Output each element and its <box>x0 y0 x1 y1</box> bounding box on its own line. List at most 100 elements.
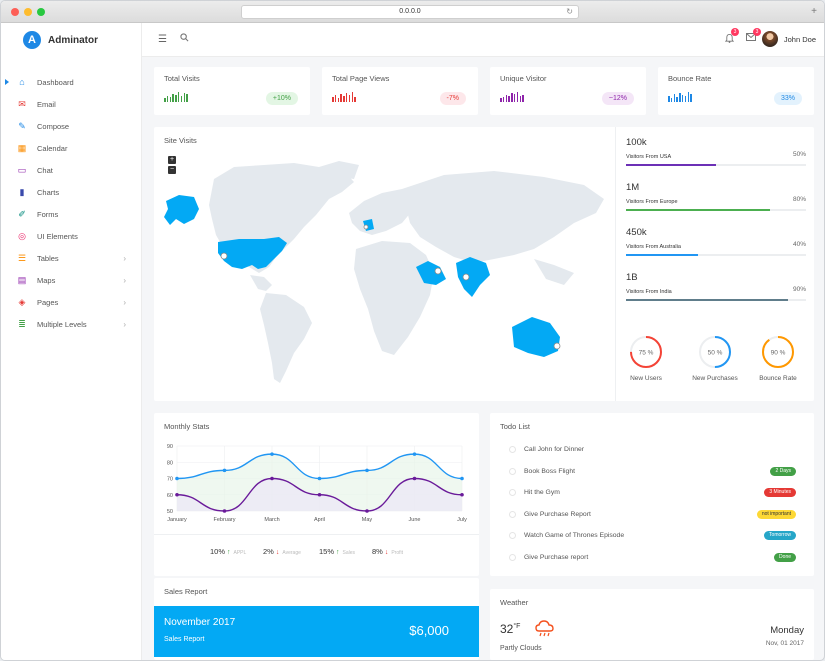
map-marker-australia[interactable] <box>553 342 561 350</box>
todo-checkbox[interactable] <box>509 446 516 453</box>
series-point[interactable] <box>317 476 322 481</box>
series-point[interactable] <box>412 476 417 481</box>
sparkline-bar <box>519 96 522 102</box>
monthly-stats-chart[interactable]: 90 80 70 60 50 January February March April May Ju… <box>154 438 479 538</box>
menu-toggle-icon[interactable]: ☰ <box>158 34 167 45</box>
monthly-stats-title: Monthly Stats <box>164 422 210 431</box>
sidebar-item-pages[interactable]: ◈ Pages › <box>1 291 141 313</box>
brand[interactable]: A Adminator <box>1 23 141 57</box>
stat-title: Total Page Views <box>332 74 390 83</box>
todo-card: Todo List <box>490 413 814 576</box>
map-zoom-in-button[interactable]: + <box>168 156 176 164</box>
map-africa[interactable] <box>354 241 434 355</box>
sparkline-bar <box>676 97 678 102</box>
map-southeast-asia[interactable] <box>534 259 574 285</box>
summary-value: 10% <box>210 547 226 556</box>
visitor-count: 100k <box>626 137 647 148</box>
donut-arc <box>699 336 731 368</box>
todo-checkbox[interactable] <box>509 467 516 475</box>
map-marker-uk[interactable] <box>363 224 369 230</box>
sidebar-item-compose[interactable]: ✎ Compose <box>1 115 141 137</box>
series-point[interactable] <box>222 468 227 473</box>
map-india[interactable] <box>456 257 490 297</box>
series-point[interactable] <box>222 509 227 513</box>
todo-item[interactable]: Hit the Gym 3 Minutes <box>509 486 796 500</box>
map-australia[interactable] <box>512 317 560 357</box>
series-point[interactable] <box>412 452 417 456</box>
sidebar-item-tables[interactable]: ☰ Tables › <box>1 247 141 269</box>
map-marker-saudi[interactable] <box>434 267 442 275</box>
todo-tag: Tomorrow <box>764 531 796 540</box>
map-marker-usa[interactable] <box>220 252 228 260</box>
todo-checkbox[interactable] <box>509 510 516 518</box>
todo-checkbox[interactable] <box>509 532 516 539</box>
sidebar-item-maps[interactable]: ▤ Maps › <box>1 269 141 291</box>
sidebar-item-charts[interactable]: ▮ Charts <box>1 181 141 203</box>
maximize-window-button[interactable] <box>37 8 45 16</box>
notifications-button[interactable]: 3 <box>724 28 739 46</box>
sidebar-item-email[interactable]: ✉ Email <box>1 93 141 115</box>
series-point[interactable] <box>365 468 369 473</box>
todo-item[interactable]: Give Purchase report Done <box>509 551 796 565</box>
map-saudi-arabia[interactable] <box>416 261 446 285</box>
world-map[interactable] <box>154 127 616 401</box>
address-bar[interactable]: 0.0.0.0 ↻ <box>241 5 579 19</box>
series-point[interactable] <box>460 476 464 481</box>
series-point[interactable] <box>317 492 322 497</box>
stat-card: Unique Visitor ~12% <box>490 67 646 115</box>
series-point[interactable] <box>270 452 274 456</box>
visitor-progress-track <box>626 299 806 301</box>
sparkline-bar <box>340 94 342 102</box>
sidebar-item-dashboard[interactable]: ⌂ Dashboard <box>1 71 141 93</box>
todo-checkbox[interactable] <box>509 553 516 561</box>
todo-item[interactable]: Watch Game of Thrones Episode Tomorrow <box>509 529 796 543</box>
sidebar-item-chat[interactable]: ▭ Chat <box>1 159 141 181</box>
sparkline-bar <box>679 93 681 102</box>
sparkline-bar <box>180 96 183 102</box>
sparkline <box>164 92 188 102</box>
donut-label: Bounce Rate <box>759 375 797 382</box>
sparkline-bar <box>169 97 172 102</box>
bell-icon <box>724 33 735 43</box>
map-zoom-out-button[interactable]: − <box>168 166 176 174</box>
sparkline-bar <box>183 93 186 102</box>
todo-item[interactable]: Give Purchase Report not important <box>509 508 796 522</box>
stat-badge: ~12% <box>601 92 634 105</box>
close-window-button[interactable] <box>11 8 19 16</box>
messages-button[interactable]: 3 <box>746 28 761 44</box>
todo-item[interactable]: Call John for Dinner <box>509 443 796 457</box>
search-icon[interactable] <box>180 33 189 45</box>
map-south-america[interactable] <box>260 293 312 383</box>
visitor-progress-fill <box>626 209 770 211</box>
todo-checkbox[interactable] <box>509 489 516 496</box>
brand-name: Adminator <box>48 34 98 46</box>
arrow-down-icon: ↓ <box>275 549 280 556</box>
sparkline-bar <box>354 97 356 102</box>
todo-item[interactable]: Book Boss Flight 2 Days <box>509 465 796 479</box>
y-tick-label: 80 <box>167 460 173 466</box>
map-greenland[interactable] <box>319 161 359 179</box>
arrow-up-icon: ↑ <box>336 549 340 556</box>
sidebar-item-multiple-levels[interactable]: ≣ Multiple Levels › <box>1 313 141 335</box>
reload-icon[interactable]: ↻ <box>566 7 573 16</box>
mail-icon: ✉ <box>18 99 26 109</box>
series-point[interactable] <box>270 476 274 481</box>
minimize-window-button[interactable] <box>24 8 32 16</box>
series-point[interactable] <box>365 509 369 513</box>
map-asia[interactable] <box>402 171 604 263</box>
sidebar-item-calendar[interactable]: ▦ Calendar <box>1 137 141 159</box>
map-usa[interactable] <box>218 237 287 269</box>
series-point[interactable] <box>175 476 179 481</box>
map-marker-india[interactable] <box>462 273 470 281</box>
map-central-america[interactable] <box>250 275 272 291</box>
series-point[interactable] <box>175 492 179 497</box>
avatar[interactable] <box>762 31 778 47</box>
new-tab-button[interactable]: + <box>811 6 817 17</box>
user-name[interactable]: John Doe <box>783 35 816 44</box>
map-alaska[interactable] <box>164 195 199 225</box>
sidebar-item-forms[interactable]: ✐ Forms <box>1 203 141 225</box>
series-point[interactable] <box>460 492 464 497</box>
sidebar-item-ui-elements[interactable]: ◎ UI Elements <box>1 225 141 247</box>
donut-percent: 90 % <box>771 350 786 357</box>
visitor-count: 1B <box>626 272 638 283</box>
